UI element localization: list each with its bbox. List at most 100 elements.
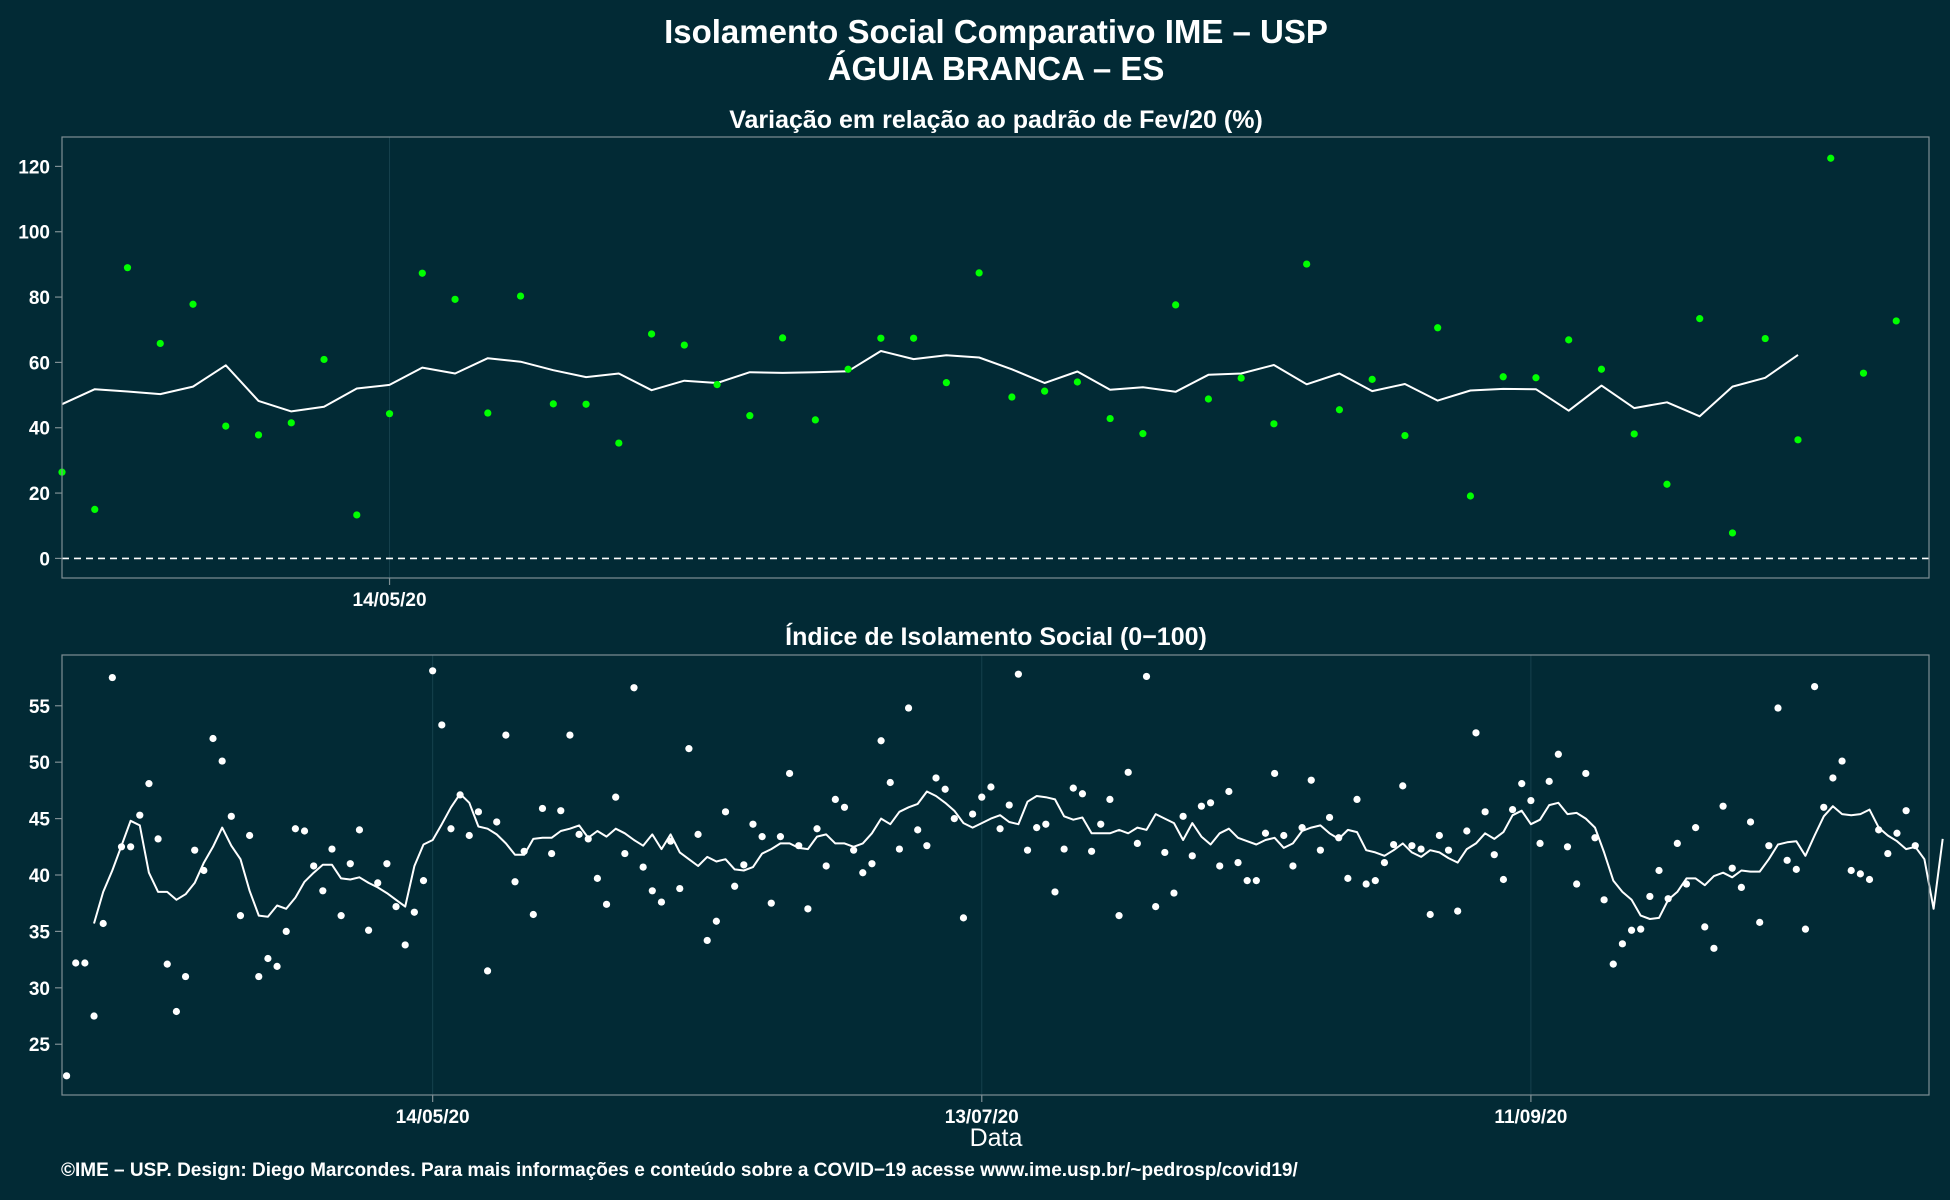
bottom-data-point (1719, 802, 1727, 810)
top-data-point (123, 264, 132, 272)
bottom-data-point (209, 734, 217, 743)
bottom-data-point (401, 941, 409, 949)
bottom-data-point (1472, 729, 1480, 737)
bottom-data-point (1023, 846, 1032, 854)
bottom-data-point (1335, 834, 1343, 842)
bottom-data-point (1133, 839, 1141, 848)
bottom-data-point (337, 912, 345, 920)
bottom-data-point (1600, 896, 1608, 904)
bottom-data-point (383, 860, 391, 868)
top-data-point (1532, 374, 1540, 382)
bottom-data-point (584, 835, 592, 843)
bottom-data-point (721, 808, 730, 816)
bottom-data-point (1545, 777, 1553, 785)
bottom-data-point (703, 936, 711, 945)
bottom-data-point (108, 673, 116, 682)
bottom-data-point (90, 1012, 98, 1020)
top-x-tick-label: 14/05/20 (353, 590, 427, 611)
bottom-data-point (1563, 843, 1572, 851)
bottom-data-point (1390, 840, 1398, 849)
bottom-data-point (1811, 682, 1819, 691)
top-y-tick-label: 80 (29, 288, 50, 309)
bottom-data-point (557, 807, 565, 815)
bottom-data-point (932, 774, 940, 782)
bottom-data-point (319, 887, 327, 895)
bottom-data-point (1225, 787, 1233, 796)
top-data-point (942, 379, 950, 387)
bottom-data-point (1014, 670, 1022, 678)
top-data-point (189, 300, 197, 308)
bottom-data-point (959, 914, 968, 922)
bottom-data-point (868, 860, 876, 868)
bottom-data-point (1115, 912, 1123, 920)
bottom-data-point (502, 731, 510, 739)
footer-credit: ©IME – USP. Design: Diego Marcondes. Par… (61, 1160, 1298, 1181)
top-data-point (156, 339, 164, 348)
top-data-point (1794, 436, 1802, 444)
bottom-data-point (1820, 803, 1828, 811)
bottom-data-point (1344, 874, 1352, 882)
bottom-data-point (831, 795, 839, 804)
bottom-data-point (1399, 782, 1407, 790)
bottom-data-point (630, 684, 638, 692)
top-data-point (1204, 395, 1213, 403)
bottom-data-point (264, 954, 272, 963)
top-data-point (1827, 154, 1835, 162)
top-data-point (615, 439, 623, 447)
bottom-data-point (1161, 848, 1169, 857)
top-panel-title: Variação em relação ao padrão de Fev/20 … (729, 106, 1263, 134)
bottom-data-point (877, 737, 885, 745)
bottom-data-point (1188, 852, 1196, 860)
bottom-data-point (1801, 925, 1810, 933)
bottom-data-point (227, 812, 235, 820)
bottom-data-point (493, 818, 501, 826)
top-data-point (910, 334, 918, 342)
bottom-data-point (767, 899, 775, 907)
bottom-x-tick-label: 14/05/20 (396, 1107, 470, 1128)
bottom-data-point (410, 908, 418, 916)
top-y-tick-label: 20 (29, 484, 50, 505)
bottom-data-point (1426, 910, 1434, 919)
top-data-point (1139, 430, 1147, 438)
top-data-point (746, 412, 754, 420)
bottom-data-point (127, 843, 135, 851)
top-data-point (647, 330, 656, 338)
top-data-point (1008, 393, 1016, 401)
bottom-data-point (1179, 812, 1187, 820)
bottom-data-point (419, 877, 428, 885)
top-data-point (877, 334, 885, 342)
bottom-data-point (1783, 856, 1791, 864)
bottom-data-point (886, 778, 894, 787)
bottom-data-point (1261, 829, 1270, 837)
bottom-data-point (456, 791, 464, 799)
bottom-data-point (346, 860, 354, 868)
bottom-x-tick-label: 11/09/20 (1494, 1107, 1567, 1128)
bottom-data-point (923, 842, 931, 850)
bottom-data-point (1618, 940, 1627, 948)
bottom-data-point (667, 837, 675, 845)
top-data-point (1597, 365, 1606, 373)
bottom-y-tick-label: 25 (29, 1035, 51, 1056)
bottom-data-point (969, 810, 977, 818)
bottom-data-point (1087, 847, 1096, 855)
top-data-point (1466, 492, 1475, 500)
top-data-point (1499, 373, 1507, 381)
bottom-data-point (758, 833, 766, 841)
top-data-point (91, 505, 99, 513)
top-panel-border (61, 136, 1930, 579)
bottom-data-point (1289, 862, 1297, 870)
bottom-y-tick-label: 45 (29, 810, 51, 831)
top-data-point (287, 419, 295, 427)
bottom-moving-average-line (93, 790, 1944, 924)
top-data-point (1041, 387, 1049, 395)
bottom-data-point (465, 831, 473, 840)
bottom-data-point (914, 826, 922, 834)
bottom-data-point (154, 835, 162, 843)
top-data-point (1663, 480, 1671, 488)
bottom-data-point (694, 830, 702, 838)
bottom-data-point (813, 825, 821, 833)
bottom-data-point (483, 967, 492, 975)
top-data-point (1859, 369, 1868, 377)
top-data-point (254, 431, 263, 439)
